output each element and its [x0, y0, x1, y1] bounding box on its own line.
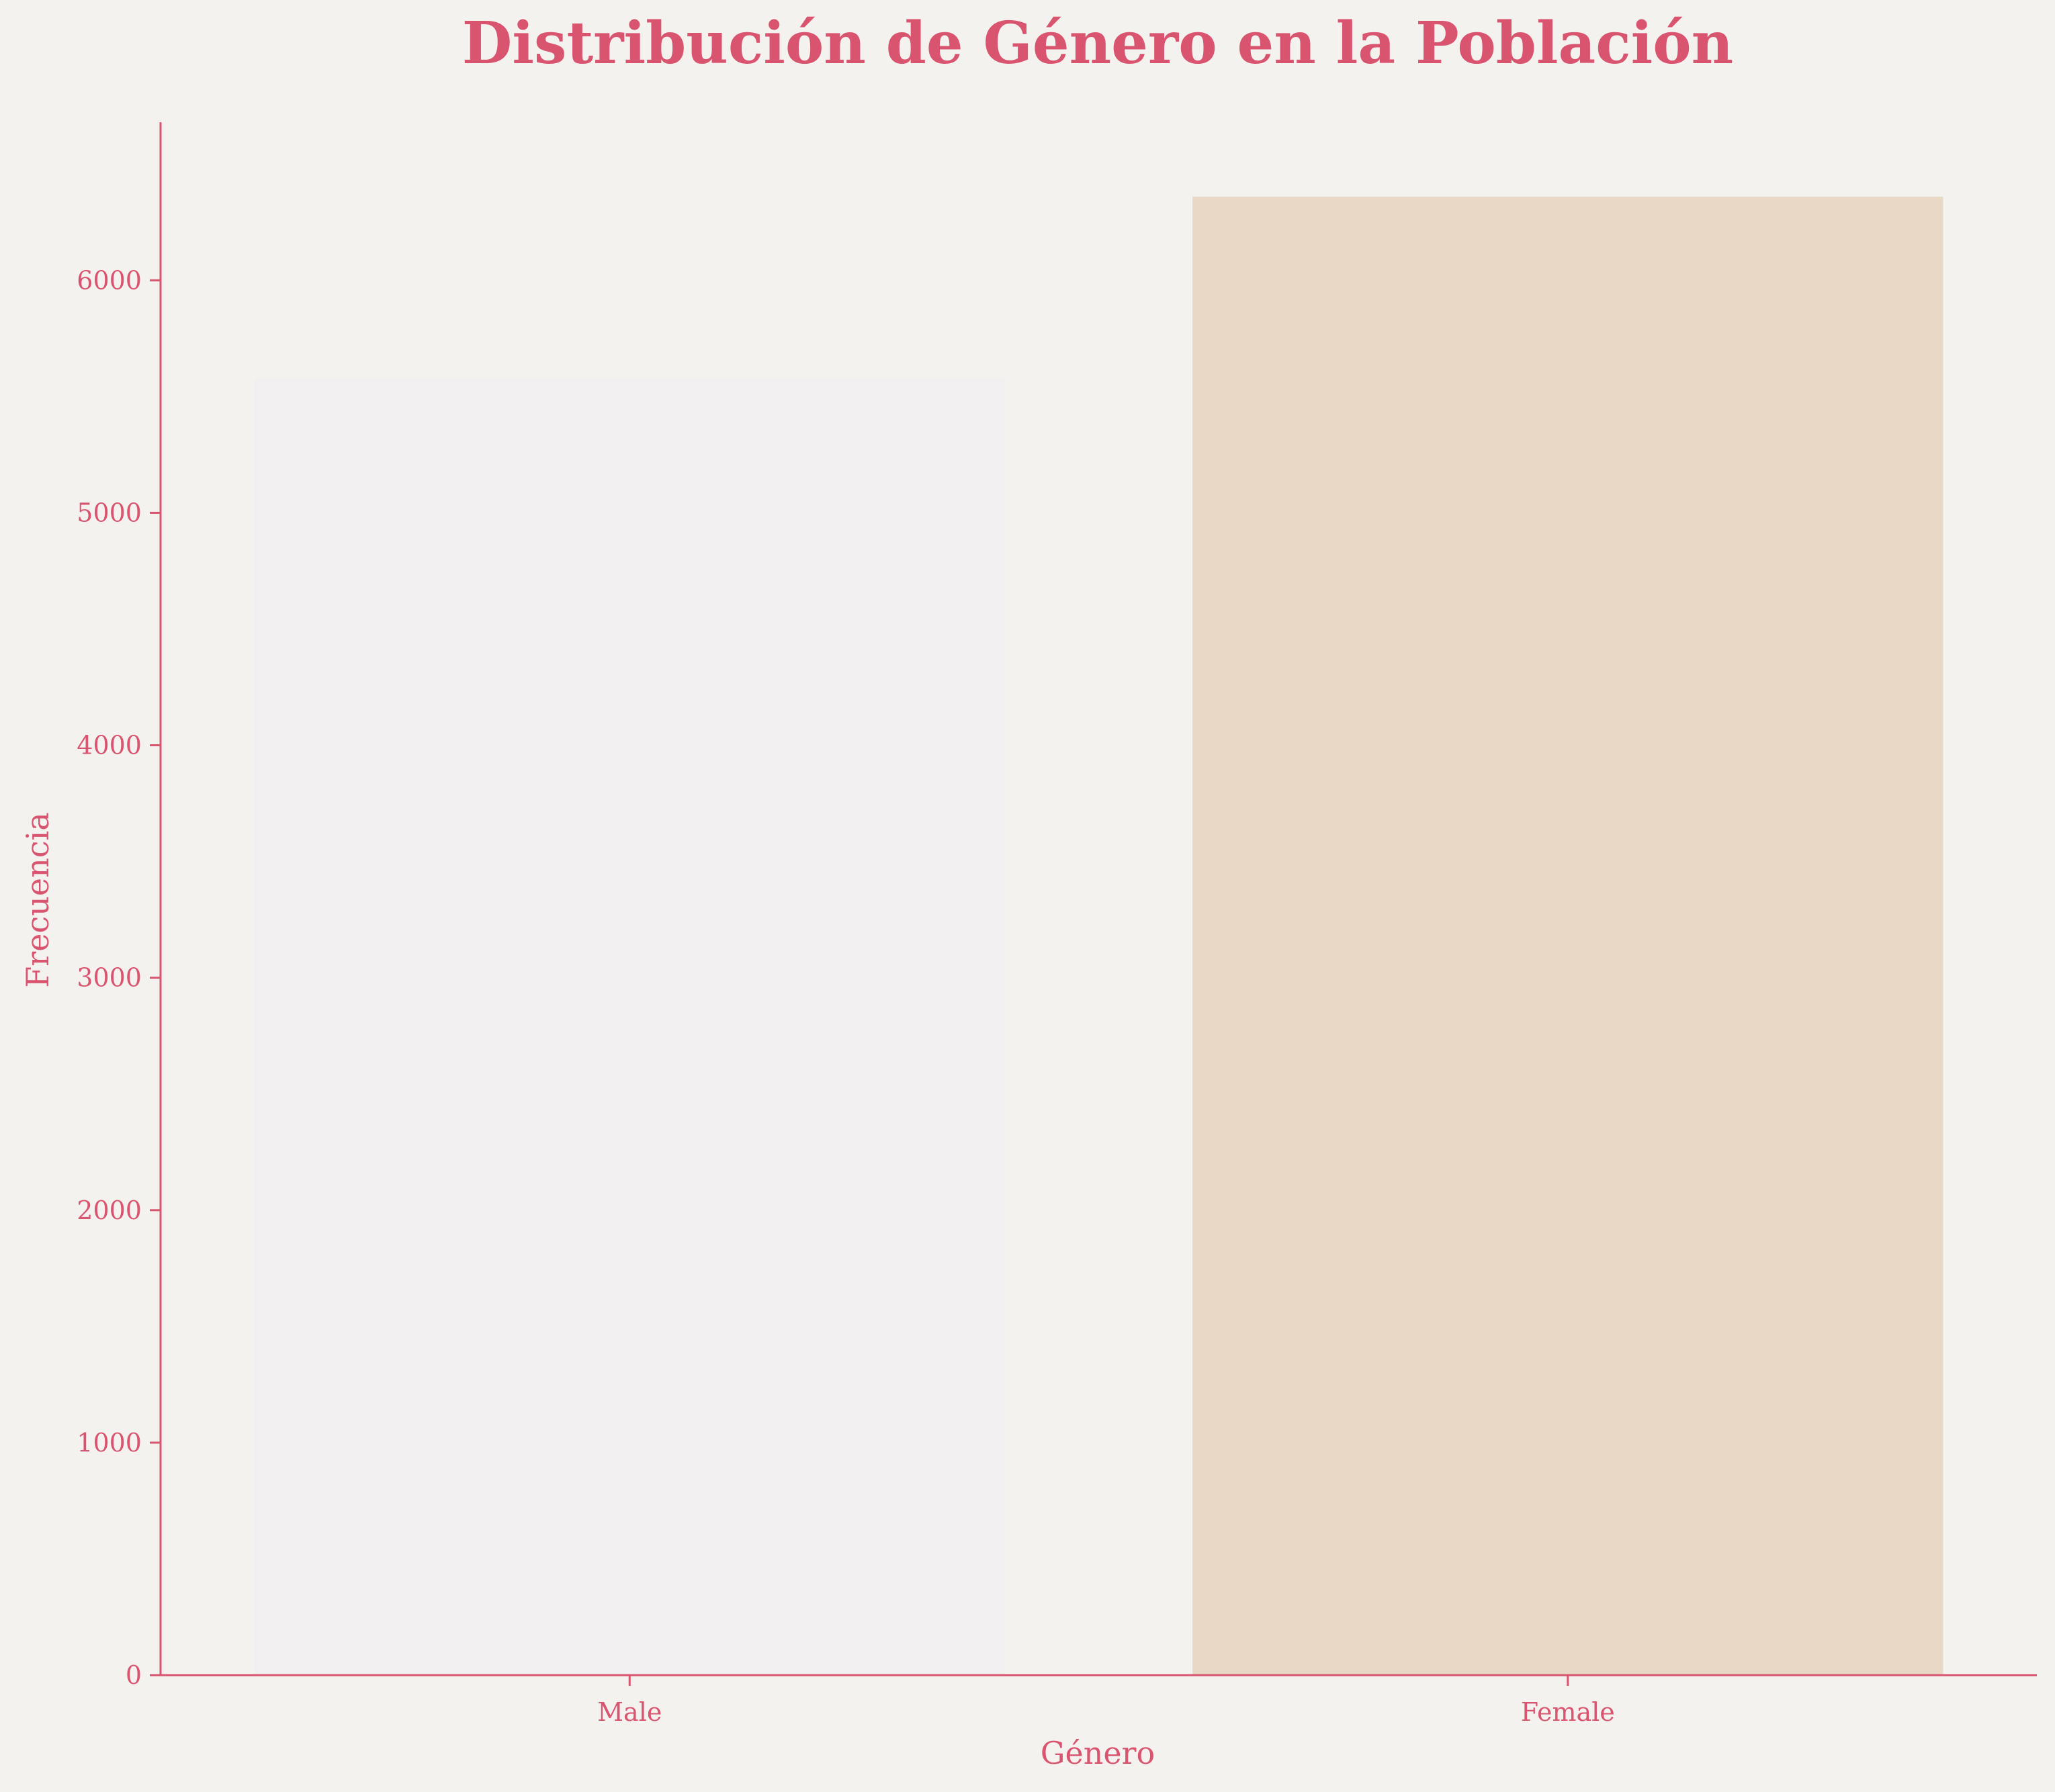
- bar-male: [254, 377, 1005, 1676]
- y-tick-label: 4000: [77, 731, 142, 760]
- x-tick-label: Male: [597, 1697, 662, 1727]
- y-tick-label: 1000: [77, 1428, 142, 1458]
- bar-female: [1192, 196, 1943, 1676]
- y-tick-label: 0: [126, 1660, 142, 1690]
- y-tick-label: 2000: [77, 1196, 142, 1225]
- x-tick-label: Female: [1521, 1697, 1615, 1727]
- y-tick-label: 6000: [77, 265, 142, 295]
- chart-title: Distribución de Género en la Población: [462, 9, 1733, 77]
- y-tick-label: 3000: [77, 963, 142, 993]
- y-tick-label: 5000: [77, 498, 142, 527]
- y-ticks: 0 1000 2000 3000 4000 5000 6000: [77, 265, 161, 1690]
- x-axis-label: Género: [1041, 1735, 1155, 1771]
- x-ticks: Male Female: [597, 1675, 1615, 1727]
- y-axis-label: Frecuencia: [19, 812, 56, 987]
- bars-layer: [254, 196, 1943, 1676]
